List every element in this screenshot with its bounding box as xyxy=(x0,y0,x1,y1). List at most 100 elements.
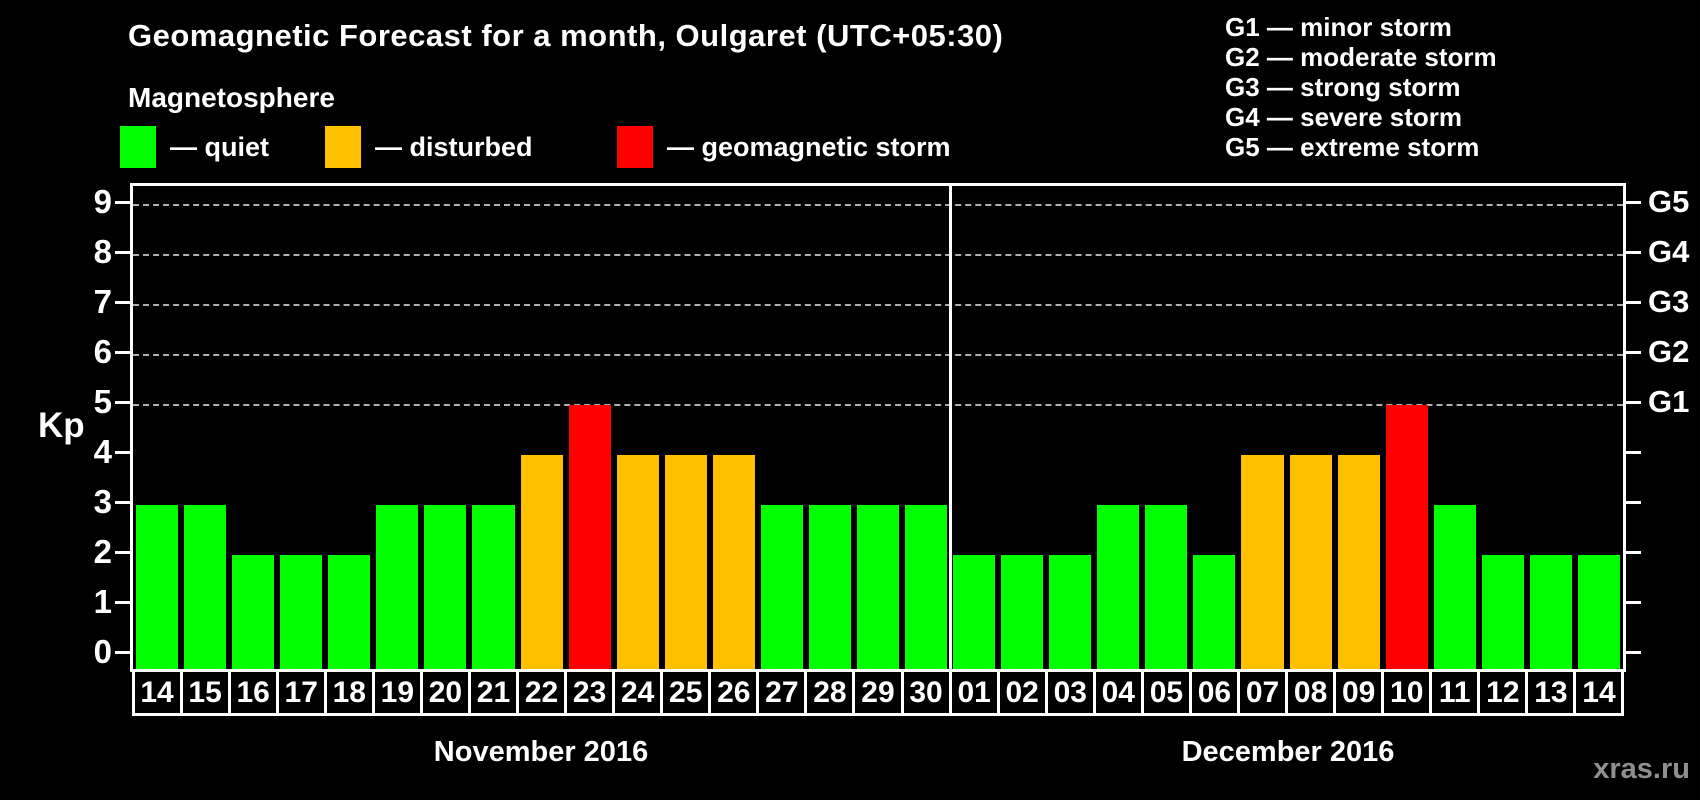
g-level-label-G1: G1 xyxy=(1648,384,1690,419)
day-label-cell: 25 xyxy=(660,669,712,716)
y-tick-right-0 xyxy=(1623,650,1641,654)
day-axis: 14 15 16 17 18 19 20 21 22 23 24 25 26 27 28 29 30 01 02 03… xyxy=(131,669,1625,716)
y-tick-label-2: 2 xyxy=(93,533,112,570)
day-label-cell: 10 xyxy=(1381,669,1433,716)
legend-item-disturbed xyxy=(325,126,361,168)
y-tick-right-1 xyxy=(1623,600,1641,604)
legend-item-storm xyxy=(617,126,653,168)
kp-bar-16 xyxy=(232,555,275,672)
legend-heading: Magnetosphere xyxy=(128,82,335,113)
y-tick-left-6 xyxy=(115,350,133,354)
day-label-cell: 20 xyxy=(419,669,471,716)
gridline-kp7 xyxy=(133,304,1623,306)
day-label-cell: 15 xyxy=(179,669,231,716)
y-tick-right-5 xyxy=(1623,400,1641,404)
day-label-cell: 18 xyxy=(323,669,375,716)
gridline-kp5 xyxy=(133,404,1623,406)
chart-title: Geomagnetic Forecast for a month, Oulgar… xyxy=(128,18,1004,53)
storm-scale-g3: G3 — strong storm xyxy=(1225,72,1461,102)
y-tick-right-2 xyxy=(1623,550,1641,554)
day-label-cell: 08 xyxy=(1285,669,1337,716)
y-tick-label-4: 4 xyxy=(93,433,112,470)
g-level-label-G4: G4 xyxy=(1648,234,1690,269)
y-tick-label-5: 5 xyxy=(93,383,112,420)
kp-bar-26 xyxy=(712,455,755,672)
y-tick-left-2 xyxy=(115,550,133,554)
gridline-kp9 xyxy=(133,204,1623,206)
plot-area xyxy=(130,183,1626,672)
kp-bar-01 xyxy=(953,555,996,672)
day-label-cell: 02 xyxy=(996,669,1048,716)
day-label-cell: 29 xyxy=(852,669,904,716)
day-label-cell: 07 xyxy=(1236,669,1289,716)
g-level-label-G3: G3 xyxy=(1648,284,1690,319)
gridline-kp8 xyxy=(133,254,1623,256)
day-label-cell: 13 xyxy=(1525,669,1577,716)
kp-bar-11 xyxy=(1433,505,1476,672)
y-tick-right-8 xyxy=(1623,250,1641,254)
y-tick-label-6: 6 xyxy=(93,333,112,370)
kp-bar-02 xyxy=(1001,555,1044,672)
day-label-cell: 28 xyxy=(804,669,856,716)
kp-bar-13 xyxy=(1529,555,1572,672)
day-label-cell: 14 xyxy=(1573,669,1625,716)
kp-bar-03 xyxy=(1049,555,1092,672)
storm-scale-g5: G5 — extreme storm xyxy=(1225,132,1480,162)
day-label-cell: 21 xyxy=(467,669,519,716)
kp-bar-10 xyxy=(1385,405,1428,672)
quiet-color-swatch xyxy=(120,126,156,168)
month-label-november: November 2016 xyxy=(433,736,649,768)
kp-bar-20 xyxy=(424,505,467,672)
y-tick-label-0: 0 xyxy=(93,633,112,670)
gridline-kp6 xyxy=(133,354,1623,356)
y-tick-left-7 xyxy=(115,300,133,304)
y-tick-left-8 xyxy=(115,250,133,254)
kp-bar-08 xyxy=(1289,455,1332,672)
kp-bar-25 xyxy=(664,455,707,672)
y-tick-left-9 xyxy=(115,200,133,204)
kp-bar-14 xyxy=(1577,555,1620,672)
legend-label-disturbed: — disturbed xyxy=(375,132,533,162)
kp-bar-19 xyxy=(376,505,419,672)
day-label-cell: 30 xyxy=(900,669,952,716)
day-label-cell: 01 xyxy=(948,669,1000,716)
y-tick-right-7 xyxy=(1623,300,1641,304)
y-tick-label-7: 7 xyxy=(93,283,112,320)
legend-label-storm: — geomagnetic storm xyxy=(667,132,951,162)
day-label-cell: 11 xyxy=(1429,669,1481,716)
kp-bar-07 xyxy=(1241,455,1284,672)
day-label-cell: 16 xyxy=(227,669,279,716)
month-separator xyxy=(948,186,952,672)
storm-scale-g2: G2 — moderate storm xyxy=(1225,42,1497,72)
kp-bar-09 xyxy=(1337,455,1380,672)
kp-bar-06 xyxy=(1193,555,1236,672)
day-label-cell: 09 xyxy=(1333,669,1385,716)
day-label-cell: 03 xyxy=(1044,669,1096,716)
kp-bar-18 xyxy=(328,555,371,672)
day-label-cell: 27 xyxy=(756,669,808,716)
y-tick-right-9 xyxy=(1623,200,1641,204)
day-label-cell: 04 xyxy=(1092,669,1144,716)
storm-color-swatch xyxy=(617,126,653,168)
day-label-cell: 06 xyxy=(1188,669,1240,716)
kp-bar-05 xyxy=(1145,505,1188,672)
legend-item-quiet xyxy=(120,126,156,168)
y-tick-left-0 xyxy=(115,650,133,654)
kp-bar-29 xyxy=(856,505,900,672)
y-tick-left-5 xyxy=(115,400,133,404)
kp-bar-27 xyxy=(760,505,803,672)
g-level-label-G5: G5 xyxy=(1648,184,1690,219)
kp-bar-21 xyxy=(472,505,515,672)
day-label-cell: 23 xyxy=(564,669,616,716)
kp-bar-23 xyxy=(568,405,611,672)
g-level-label-G2: G2 xyxy=(1648,334,1690,369)
day-label-cell: 05 xyxy=(1140,669,1192,716)
kp-bar-30 xyxy=(905,505,948,672)
y-tick-right-3 xyxy=(1623,500,1641,504)
month-label-december: December 2016 xyxy=(1181,736,1395,768)
y-tick-label-9: 9 xyxy=(93,183,112,220)
storm-scale-legend: G1 — minor storm G2 — moderate storm G3 … xyxy=(1225,12,1497,162)
y-tick-right-4 xyxy=(1623,450,1641,454)
day-label-cell: 17 xyxy=(275,669,327,716)
